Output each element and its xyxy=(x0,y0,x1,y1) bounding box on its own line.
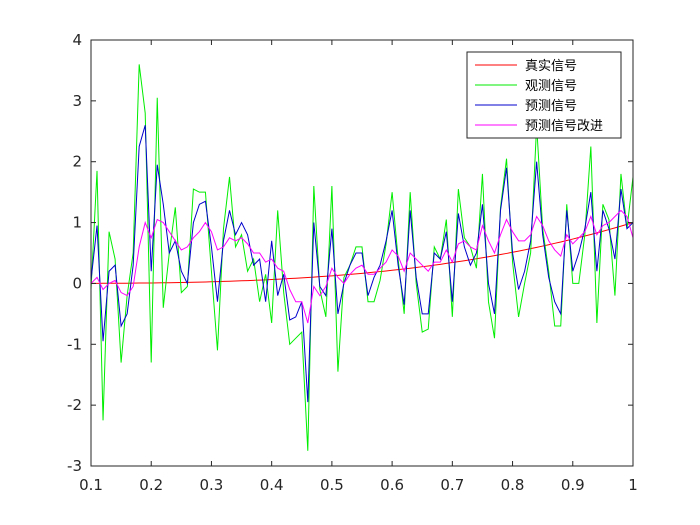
y-tick-label: 0 xyxy=(72,274,82,292)
legend-box xyxy=(466,51,622,139)
x-tick-label: 0.5 xyxy=(320,476,344,494)
x-tick-label: 0.6 xyxy=(380,476,404,494)
x-tick-label: 1 xyxy=(628,476,638,494)
series-layer xyxy=(90,64,634,451)
y-tick-label: 4 xyxy=(72,31,82,49)
series-line-3 xyxy=(90,125,634,403)
y-tick-label: 2 xyxy=(72,153,82,171)
x-tick-label: 0.9 xyxy=(561,476,585,494)
y-tick-label: 1 xyxy=(72,214,82,232)
legend-label: 预测信号改进 xyxy=(525,119,603,134)
y-axis: -3 -2 -1 0 1 2 3 4 xyxy=(67,31,633,475)
y-tick-label: -2 xyxy=(67,396,82,414)
x-tick-label: 0.8 xyxy=(501,476,525,494)
x-tick-label: 0.2 xyxy=(139,476,163,494)
x-tick-label: 0.7 xyxy=(440,476,464,494)
x-tick-label: 0.3 xyxy=(200,476,224,494)
y-tick-label: -1 xyxy=(67,335,82,353)
x-tick-label: 0.1 xyxy=(79,476,103,494)
y-tick-label: 3 xyxy=(72,92,82,110)
legend-label: 真实信号 xyxy=(525,59,577,74)
series-line-2 xyxy=(90,64,634,451)
series-line-4 xyxy=(90,209,634,324)
y-tick-label: -3 xyxy=(67,457,82,475)
series-line-1 xyxy=(91,222,634,284)
axes-box xyxy=(90,39,634,467)
legend-label: 观测信号 xyxy=(525,79,577,94)
x-tick-label: 0.4 xyxy=(260,476,284,494)
legend-label: 预测信号 xyxy=(525,99,577,114)
x-axis: 0.1 0.2 0.3 0.4 0.5 0.6 0.7 0.8 0.9 1 xyxy=(79,40,638,494)
